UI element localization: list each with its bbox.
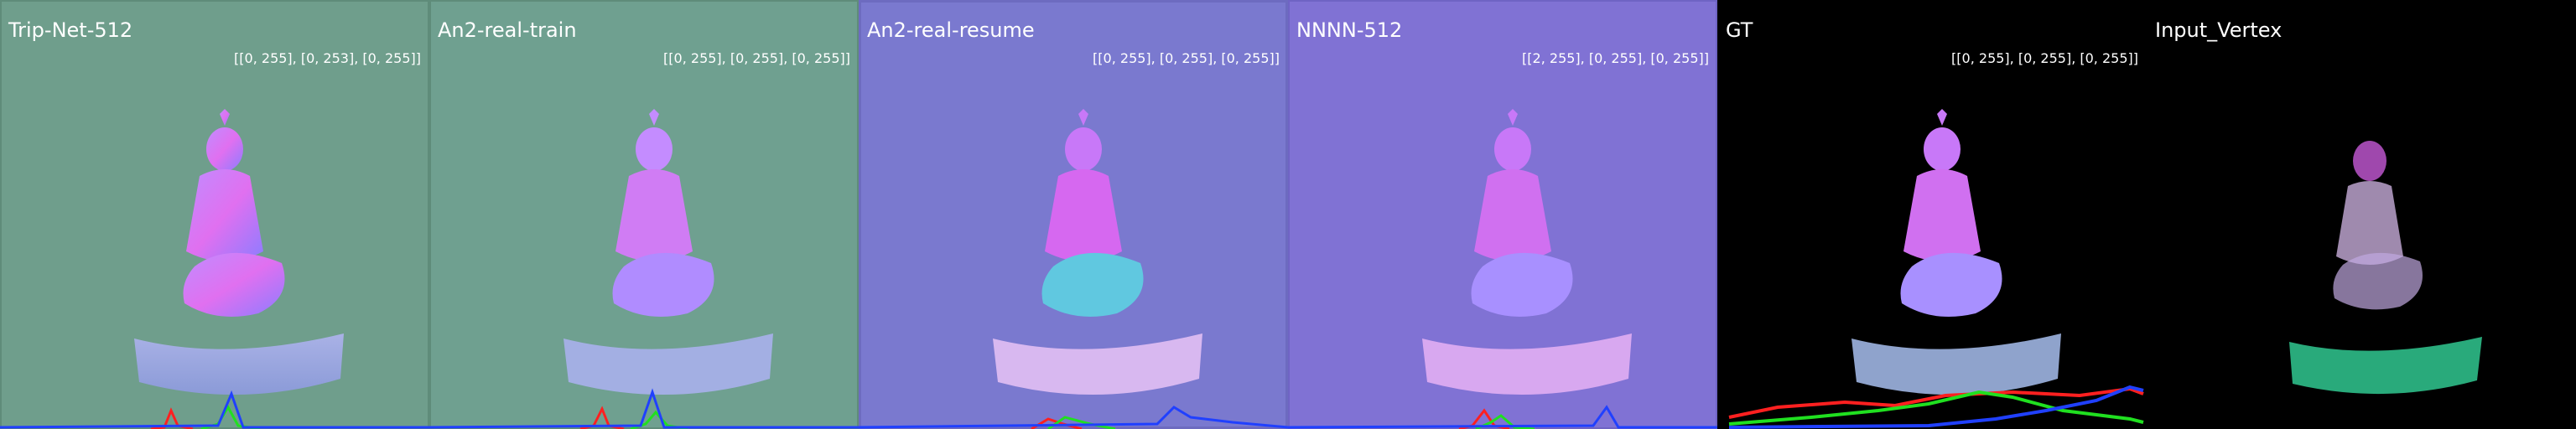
histogram-blue — [1287, 405, 1717, 429]
histogram-red — [1031, 417, 1083, 429]
panel-title: GT — [1726, 18, 1753, 42]
buddha-normal-render — [134, 109, 344, 395]
value-range: [[0, 255], [0, 255], [0, 255]] — [1951, 50, 2138, 66]
buddha-normal-render — [1422, 109, 1632, 395]
panel-title: NNNN-512 — [1296, 18, 1403, 42]
histogram-blue — [858, 406, 1289, 429]
panel-trip-net: Trip-Net-512 [[0, 255], [0, 253], [0, 25… — [0, 0, 429, 429]
panel-title: An2-real-train — [438, 18, 577, 42]
panel-nnnn-512: NNNN-512 [[2, 255], [0, 255], [0, 255]] — [1288, 0, 1717, 429]
histogram-blue — [0, 390, 429, 429]
histogram-green — [1047, 416, 1116, 429]
buddha-normal-render — [564, 109, 773, 395]
panel-input-vertex: Input_Vertex — [2147, 0, 2576, 429]
histogram-red — [1728, 386, 2144, 419]
histogram-blue — [1728, 385, 2144, 429]
panel-an2-real-train: An2-real-train [[0, 255], [0, 255], [0, … — [429, 0, 859, 429]
value-range: [[0, 255], [0, 255], [0, 255]] — [1093, 50, 1280, 66]
value-range: [[0, 255], [0, 253], [0, 255]] — [234, 50, 421, 66]
buddha-normal-render — [993, 109, 1202, 395]
histogram-green — [1475, 414, 1535, 429]
buddha-ground-truth-render — [1852, 109, 2061, 395]
panel-title: Input_Vertex — [2155, 18, 2283, 42]
value-range: [[0, 255], [0, 255], [0, 255]] — [663, 50, 850, 66]
panel-an2-real-resume: An2-real-resume [[0, 255], [0, 255], [0,… — [859, 0, 1288, 429]
histogram-blue — [428, 388, 859, 429]
panel-gt: GT [[0, 255], [0, 255], [0, 255]] — [1717, 0, 2147, 429]
value-range: [[2, 255], [0, 255], [0, 255]] — [1522, 50, 1709, 66]
panel-title: Trip-Net-512 — [8, 18, 133, 42]
vertex-point-cloud — [2289, 141, 2482, 395]
panel-title: An2-real-resume — [867, 18, 1035, 42]
histogram-green — [1728, 390, 2144, 426]
